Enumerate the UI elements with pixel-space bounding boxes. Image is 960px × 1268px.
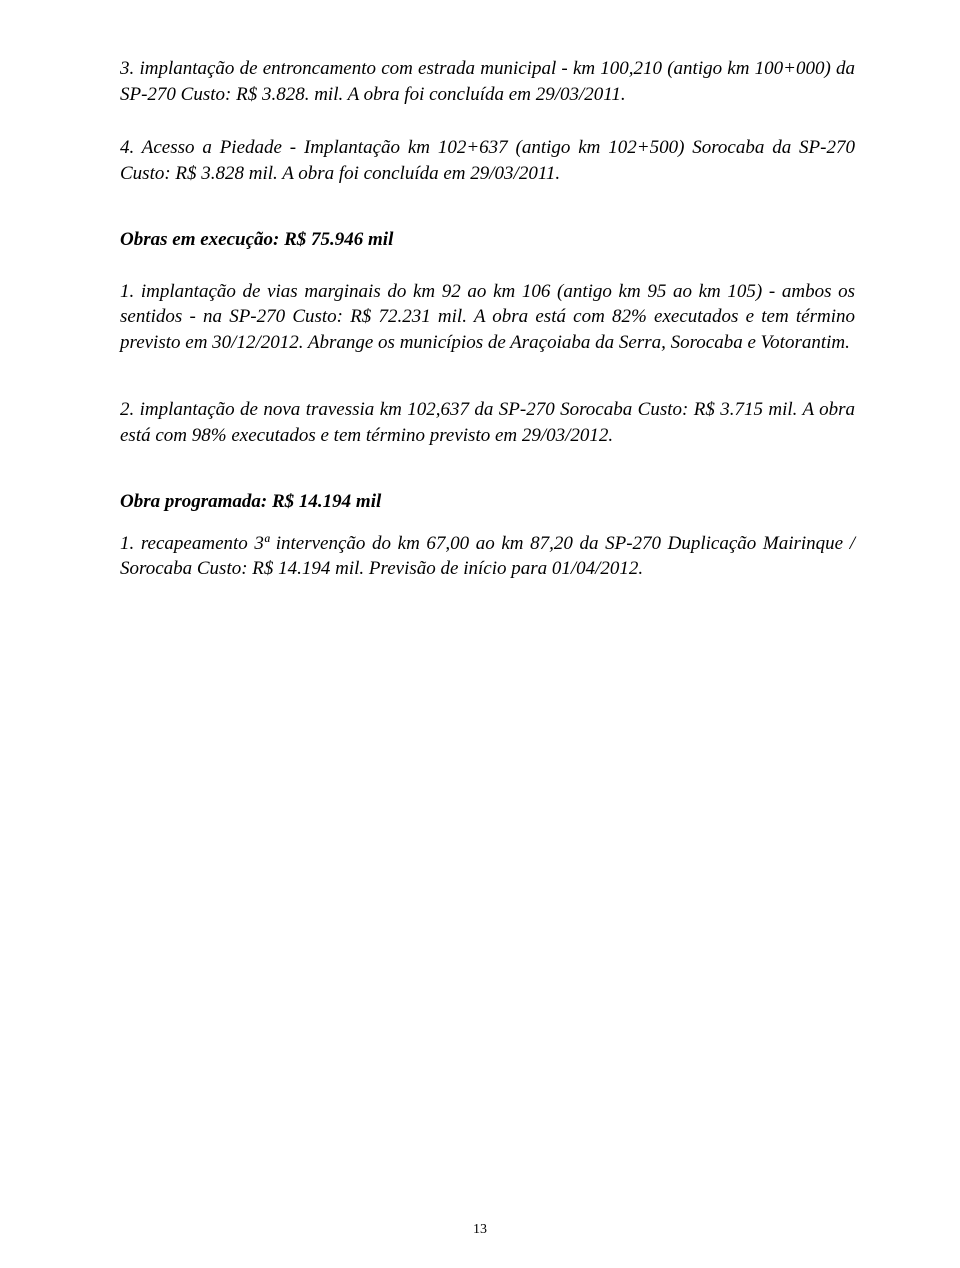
- paragraph-3: 1. implantação de vias marginais do km 9…: [120, 279, 855, 356]
- paragraph-1: 3. implantação de entroncamento com estr…: [120, 56, 855, 107]
- paragraph-4: 2. implantação de nova travessia km 102,…: [120, 397, 855, 448]
- heading-obra-programada: Obra programada: R$ 14.194 mil: [120, 491, 855, 513]
- paragraph-5: 1. recapeamento 3ª intervenção do km 67,…: [120, 531, 855, 582]
- page-number: 13: [473, 1222, 487, 1237]
- page-footer: 13: [0, 1222, 960, 1238]
- heading-obras-execucao: Obras em execução: R$ 75.946 mil: [120, 229, 855, 251]
- paragraph-2: 4. Acesso a Piedade - Implantação km 102…: [120, 135, 855, 186]
- document-page: 3. implantação de entroncamento com estr…: [0, 0, 960, 1268]
